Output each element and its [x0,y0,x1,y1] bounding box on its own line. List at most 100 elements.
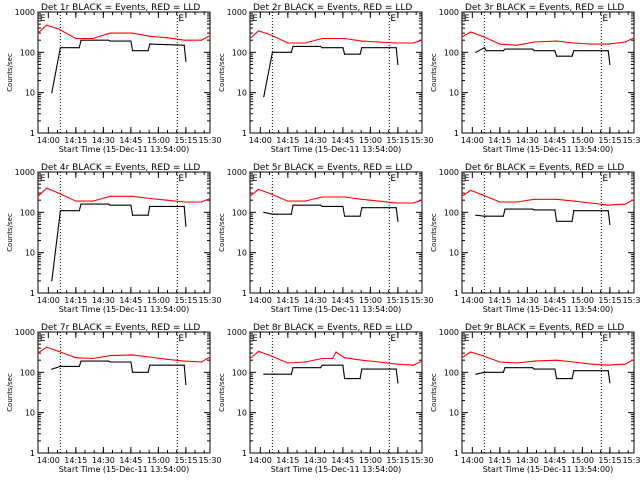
series-events-point [475,214,477,216]
y-tick-label: 1000 [439,328,459,337]
panel-1: Det 1r BLACK = Events, RED = LLD 1 10 100 10… [6,3,222,154]
y-tick-label: 10 [25,409,35,418]
x-tick-label: 14:15 [64,456,87,465]
x-tick-label: 14:15 [488,296,511,305]
panel-title: Det 4r BLACK = Events, RED = LLD [41,163,200,173]
x-tick-label: 15:15 [386,456,409,465]
plot-frame [249,11,423,134]
plot-frame [37,11,211,134]
panel-7: Det 7r BLACK = Events, RED = LLD 1 10 100 10… [6,323,222,474]
y-tick-label: 10 [449,89,459,98]
series-lld-line [37,346,211,363]
series-lld-point [482,194,484,196]
series-events-point [61,210,63,212]
series-events-point [147,371,149,373]
series-events-point [319,45,322,48]
series-lld-point [92,200,94,202]
y-tick-label: 100 [20,48,35,57]
series-events-point [397,382,399,384]
series-lld-point [499,361,501,363]
series-lld-point [482,35,484,37]
event-marker-label: E [40,334,46,344]
series-events-point [185,60,187,62]
x-tick-label: 14:30 [92,136,115,145]
series-lld-point [92,37,94,40]
series-events-point [292,45,294,48]
y-axis-label: Counts/sec [218,373,226,412]
x-tick-label: 14:45 [543,456,566,465]
series-lld-point [287,42,289,44]
series-events-point [483,47,485,49]
panel-5: Det 5r BLACK = Events, RED = LLD 1 10 100 10… [218,163,434,314]
series-lld-point [556,359,558,361]
y-tick-label: 1 [30,289,35,298]
series-events-point [183,205,185,207]
series-events-point [263,96,265,98]
series-lld-point [590,43,592,45]
series-lld-point [183,39,185,41]
series-lld-point [607,204,609,206]
x-axis-label: Start Time (15-Dec-11 13:54:00) [59,145,190,154]
series-lld-point [421,199,423,201]
series-lld-point [209,356,211,358]
panel-2: Det 2r BLACK = Events, RED = LLD 1 10 100 10… [218,3,434,154]
y-tick-label: 1 [242,289,247,298]
event-marker-label: E [252,14,258,24]
x-tick-label: 15:30 [622,456,640,465]
x-tick-label: 14:00 [461,456,484,465]
series-lld-point [533,198,535,200]
series-lld-point [75,200,77,202]
series-lld-point [109,355,111,357]
series-events-point [319,367,322,369]
y-axis-label: Counts/sec [6,53,14,92]
x-tick-label: 14:30 [304,136,327,145]
y-axis-label: Counts/sec [6,373,14,412]
series-lld-point [132,354,134,356]
y-axis-label: Counts/sec [430,213,438,252]
x-tick-label: 15:30 [410,456,433,465]
series-events-point [132,50,134,52]
series-lld-point [633,37,635,39]
series-lld-line [249,30,423,44]
x-tick-label: 14:30 [304,296,327,305]
series-lld-point [37,352,39,354]
series-lld-line [37,187,211,203]
series-lld-point [344,37,346,40]
x-tick-label: 15:30 [410,136,433,145]
series-lld-point [624,203,627,205]
series-lld-point [412,202,414,204]
series-events-point [290,373,292,375]
series-lld-point [46,24,48,26]
y-tick-label: 1 [242,449,247,458]
series-events-point [321,47,323,49]
plot-frame [37,331,211,454]
series-lld-point [470,31,472,33]
series-events-point [132,214,134,216]
series-lld-point [361,40,363,42]
series-events-point [359,53,361,55]
series-events-point [292,367,294,369]
series-lld-point [58,28,60,30]
series-events-point [397,220,399,222]
series-events-point [59,210,62,212]
series-events-point [485,50,487,52]
series-lld-point [58,192,60,194]
y-axis-label: Counts/sec [430,373,438,412]
y-tick-label: 1 [454,289,459,298]
series-events-point [78,210,80,212]
series-lld-point [249,195,251,197]
series-lld-line [461,351,635,366]
x-tick-label: 14:15 [64,136,87,145]
y-tick-label: 1000 [439,168,459,177]
series-lld-point [287,362,289,364]
series-events-point [475,51,477,53]
series-lld-line [461,31,635,46]
series-lld-point [378,41,380,43]
panel-title: Det 7r BLACK = Events, RED = LLD [41,323,200,333]
y-tick-label: 100 [444,368,459,377]
y-tick-label: 1000 [227,8,247,17]
series-events-point [149,205,151,207]
x-tick-label: 14:15 [488,456,511,465]
series-lld-point [149,197,151,200]
series-events-point [504,367,506,369]
